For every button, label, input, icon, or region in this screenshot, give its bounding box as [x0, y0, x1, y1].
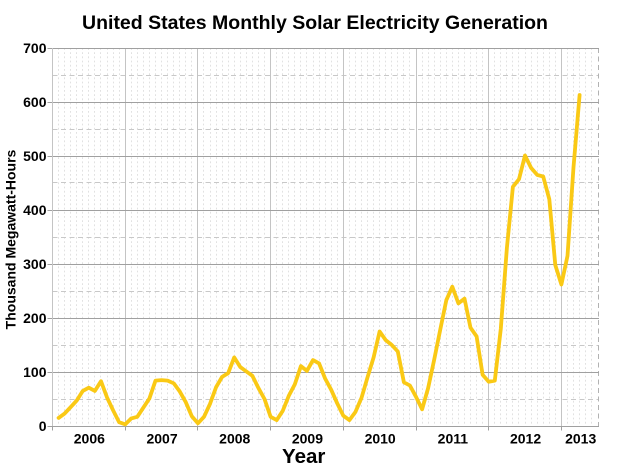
svg-text:2009: 2009 [292, 430, 323, 446]
svg-text:2006: 2006 [74, 430, 105, 446]
svg-text:400: 400 [23, 202, 47, 218]
svg-text:2012: 2012 [510, 430, 541, 446]
svg-text:2013: 2013 [565, 430, 596, 446]
svg-text:Year: Year [282, 445, 325, 467]
svg-text:200: 200 [23, 310, 47, 326]
svg-text:2010: 2010 [365, 430, 396, 446]
svg-text:2008: 2008 [219, 430, 250, 446]
svg-text:Thousand Megawatt-Hours: Thousand Megawatt-Hours [3, 149, 19, 329]
svg-text:300: 300 [23, 256, 47, 272]
svg-text:500: 500 [23, 148, 47, 164]
svg-text:2011: 2011 [438, 430, 469, 446]
svg-text:0: 0 [39, 418, 47, 434]
svg-text:600: 600 [23, 94, 47, 110]
svg-text:700: 700 [23, 40, 47, 56]
svg-text:100: 100 [23, 364, 47, 380]
svg-text:United States Monthly Solar El: United States Monthly Solar Electricity … [82, 12, 548, 34]
svg-text:2007: 2007 [146, 430, 177, 446]
